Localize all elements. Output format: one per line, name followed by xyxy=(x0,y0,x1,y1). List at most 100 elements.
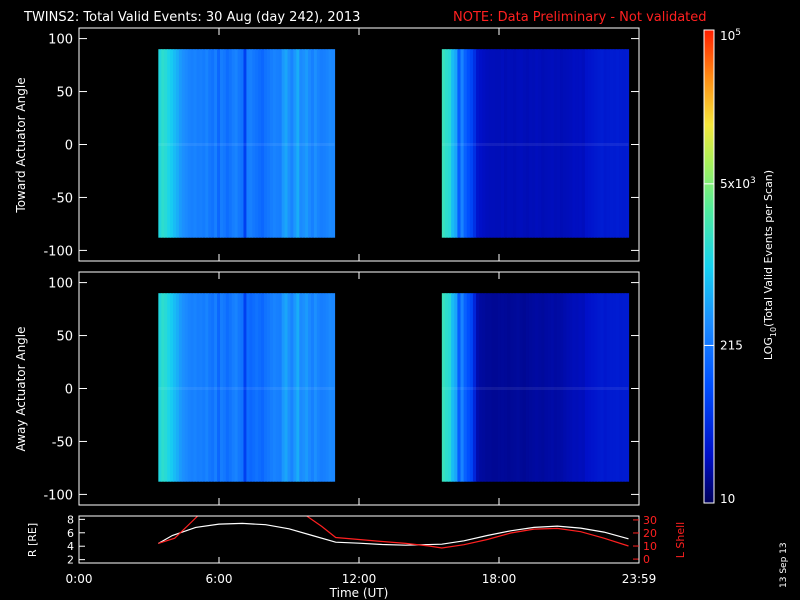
heatmap-column xyxy=(281,49,286,238)
heatmap-column xyxy=(472,49,477,238)
heatmap-column xyxy=(466,49,471,238)
colorbar-tick-label: 10 xyxy=(720,492,735,506)
heatmap-column xyxy=(243,293,248,482)
heatmap-column xyxy=(591,49,595,238)
heatmap-column xyxy=(178,293,183,482)
heatmap-column xyxy=(500,293,505,482)
heatmap-column xyxy=(547,293,552,482)
heatmap-column xyxy=(231,49,236,238)
heatmap-column xyxy=(234,49,239,238)
r-tick-label: 2 xyxy=(67,554,74,567)
heatmap-column xyxy=(181,293,186,482)
heatmap-column xyxy=(572,293,577,482)
heatmap-column xyxy=(246,49,250,238)
heatmap-column xyxy=(575,49,580,238)
y-tick-label: -100 xyxy=(43,488,73,503)
heatmap-column xyxy=(293,293,297,482)
heatmap-column xyxy=(311,49,315,238)
lshell-line xyxy=(158,516,199,544)
heatmap-column xyxy=(516,293,521,482)
heatmap-column xyxy=(331,49,336,238)
lshell-tick-label: 10 xyxy=(643,540,657,553)
heatmap-column xyxy=(170,49,174,238)
heatmap-column xyxy=(566,49,570,238)
heatmap-column xyxy=(547,49,552,238)
heatmap-column xyxy=(325,49,330,238)
heatmap-column xyxy=(556,49,561,238)
heatmap-column xyxy=(556,293,561,482)
heatmap-column xyxy=(217,49,221,238)
heatmap-column xyxy=(606,293,611,482)
heatmap-column xyxy=(290,49,294,238)
heatmap-column xyxy=(572,49,577,238)
toward-y-axis: 100 50 0 -50 -100 xyxy=(43,28,640,261)
heatmap-column xyxy=(597,49,602,238)
r-tick-label: 6 xyxy=(67,527,74,540)
orbit-lines xyxy=(158,516,629,549)
heatmap-column xyxy=(184,49,189,238)
heatmap-column xyxy=(600,293,605,482)
lshell-line xyxy=(305,516,629,549)
heatmap-column xyxy=(237,49,242,238)
lshell-tick-label: 20 xyxy=(643,527,657,540)
heatmap-column xyxy=(319,49,324,238)
heatmap-column xyxy=(328,49,333,238)
heatmap-column xyxy=(591,293,595,482)
heatmap-column xyxy=(504,293,508,482)
heatmap-column xyxy=(609,293,614,482)
heatmap-column xyxy=(541,49,546,238)
r-tick-label: 8 xyxy=(67,513,74,526)
heatmap-column xyxy=(469,293,474,482)
heatmap-column xyxy=(563,293,567,482)
heatmap-column xyxy=(211,293,215,482)
away-angle-panel: 100 50 0 -50 -100 Away Actuator Angle xyxy=(14,271,640,506)
heatmap-column xyxy=(164,293,168,482)
time-tick-label: 18:00 xyxy=(482,572,517,586)
heatmap-column xyxy=(522,49,527,238)
heatmap-column xyxy=(211,49,215,238)
heatmap-column xyxy=(199,49,203,238)
heatmap-column xyxy=(622,49,626,238)
heatmap-column xyxy=(500,49,505,238)
heatmap-column xyxy=(158,49,162,238)
heatmap-column xyxy=(516,49,521,238)
heatmap-column xyxy=(622,293,626,482)
heatmap-column xyxy=(625,293,630,482)
away-heatmap xyxy=(158,293,630,482)
y-tick-label: 100 xyxy=(48,277,73,292)
heatmap-column xyxy=(316,49,321,238)
heatmap-column xyxy=(258,49,262,238)
heatmap-column xyxy=(578,293,583,482)
colorbar-gradient xyxy=(703,29,715,504)
heatmap-column xyxy=(488,293,493,482)
heatmap-column xyxy=(240,293,245,482)
heatmap-column xyxy=(193,49,198,238)
heatmap-column xyxy=(619,49,623,238)
heatmap-column xyxy=(308,293,312,482)
heatmap-column xyxy=(225,49,230,238)
figure-title: TWINS2: Total Valid Events: 30 Aug (day … xyxy=(23,10,360,25)
heatmap-column xyxy=(299,49,303,238)
heatmap-column xyxy=(497,293,502,482)
heatmap-column xyxy=(584,49,589,238)
y-tick-label: -100 xyxy=(43,244,73,259)
heatmap-column xyxy=(469,49,474,238)
heatmap-column xyxy=(228,293,233,482)
heatmap-column xyxy=(299,293,303,482)
heatmap-column xyxy=(513,293,518,482)
y-tick-label: -50 xyxy=(52,435,73,450)
heatmap-column xyxy=(284,293,289,482)
heatmap-column xyxy=(305,293,309,482)
heatmap-column xyxy=(616,49,620,238)
heatmap-column xyxy=(208,293,212,482)
heatmap-column xyxy=(293,49,297,238)
toward-y-label: Toward Actuator Angle xyxy=(14,77,28,213)
colorbar-tick-label: 5x103 xyxy=(720,176,756,191)
heatmap-column xyxy=(261,293,265,482)
y-tick-label: 100 xyxy=(48,33,73,48)
heatmap-column xyxy=(497,49,502,238)
heatmap-column xyxy=(302,49,306,238)
heatmap-column xyxy=(606,49,611,238)
